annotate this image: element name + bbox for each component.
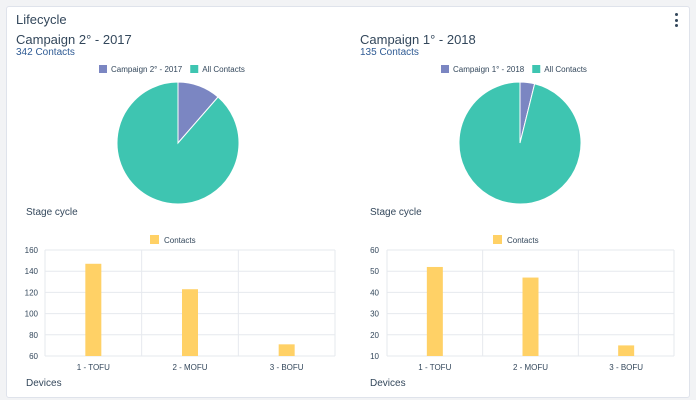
lifecycle-card: Lifecycle Campaign 2° - 2017 342 Contact…	[6, 6, 690, 398]
legend-swatch-1	[190, 65, 199, 73]
devices-label-right: Devices	[370, 378, 406, 389]
x-tick-label: 1 - TOFU	[77, 363, 110, 372]
y-tick-label: 60	[29, 352, 38, 361]
legend-label-0: Campaign 1° - 2018	[453, 65, 525, 74]
devices-label-left: Devices	[26, 378, 62, 389]
y-tick-label: 160	[25, 246, 39, 255]
bar-1-tofu	[426, 266, 443, 356]
y-tick-label: 80	[29, 331, 38, 340]
bar-2-mofu	[182, 289, 198, 356]
legend-swatch-contacts	[150, 235, 159, 244]
x-tick-label: 2 - MOFU	[513, 363, 548, 372]
x-tick-label: 2 - MOFU	[172, 363, 207, 372]
legend-swatch-1	[532, 65, 541, 73]
y-tick-label: 50	[370, 267, 379, 276]
bar-3-bofu	[618, 345, 635, 356]
legend-label-1: All Contacts	[544, 65, 587, 74]
x-tick-label: 3 - BOFU	[270, 363, 304, 372]
stage-cycle-label-left: Stage cycle	[26, 207, 78, 218]
legend-label-0: Campaign 2° - 2017	[111, 65, 183, 74]
legend-swatch-0	[99, 65, 107, 73]
bar-1-tofu	[85, 263, 102, 356]
contacts-link-left[interactable]: 342 Contacts	[16, 47, 75, 58]
pie-slice-1	[116, 81, 240, 205]
pie-slice-1	[458, 81, 582, 205]
y-tick-label: 10	[370, 352, 379, 361]
y-tick-label: 140	[25, 267, 39, 276]
legend-label-1: All Contacts	[202, 65, 245, 74]
y-tick-label: 60	[370, 246, 379, 255]
x-tick-label: 1 - TOFU	[418, 363, 451, 372]
y-tick-label: 40	[370, 288, 379, 297]
legend-swatch-contacts	[493, 235, 502, 244]
campaign-title-right: Campaign 1° - 2018	[360, 32, 476, 47]
vertical-ellipsis-icon[interactable]	[671, 13, 681, 27]
legend-swatch-0	[441, 65, 449, 73]
bar-2-mofu	[522, 277, 539, 356]
stage-cycle-label-right: Stage cycle	[370, 207, 422, 218]
y-tick-label: 120	[25, 288, 39, 297]
y-tick-label: 100	[25, 310, 39, 319]
charts-canvas: Campaign 2° - 2017 All Contacts Campaign 1…	[25, 65, 675, 372]
legend-label-contacts: Contacts	[164, 236, 196, 245]
bar-3-bofu	[278, 344, 295, 356]
legend-label-contacts: Contacts	[507, 236, 539, 245]
contacts-link-right[interactable]: 135 Contacts	[360, 47, 419, 58]
campaign-title-left: Campaign 2° - 2017	[16, 32, 132, 47]
y-tick-label: 30	[370, 310, 379, 319]
x-tick-label: 3 - BOFU	[609, 363, 643, 372]
y-tick-label: 20	[370, 331, 379, 340]
card-title: Lifecycle	[16, 12, 67, 27]
